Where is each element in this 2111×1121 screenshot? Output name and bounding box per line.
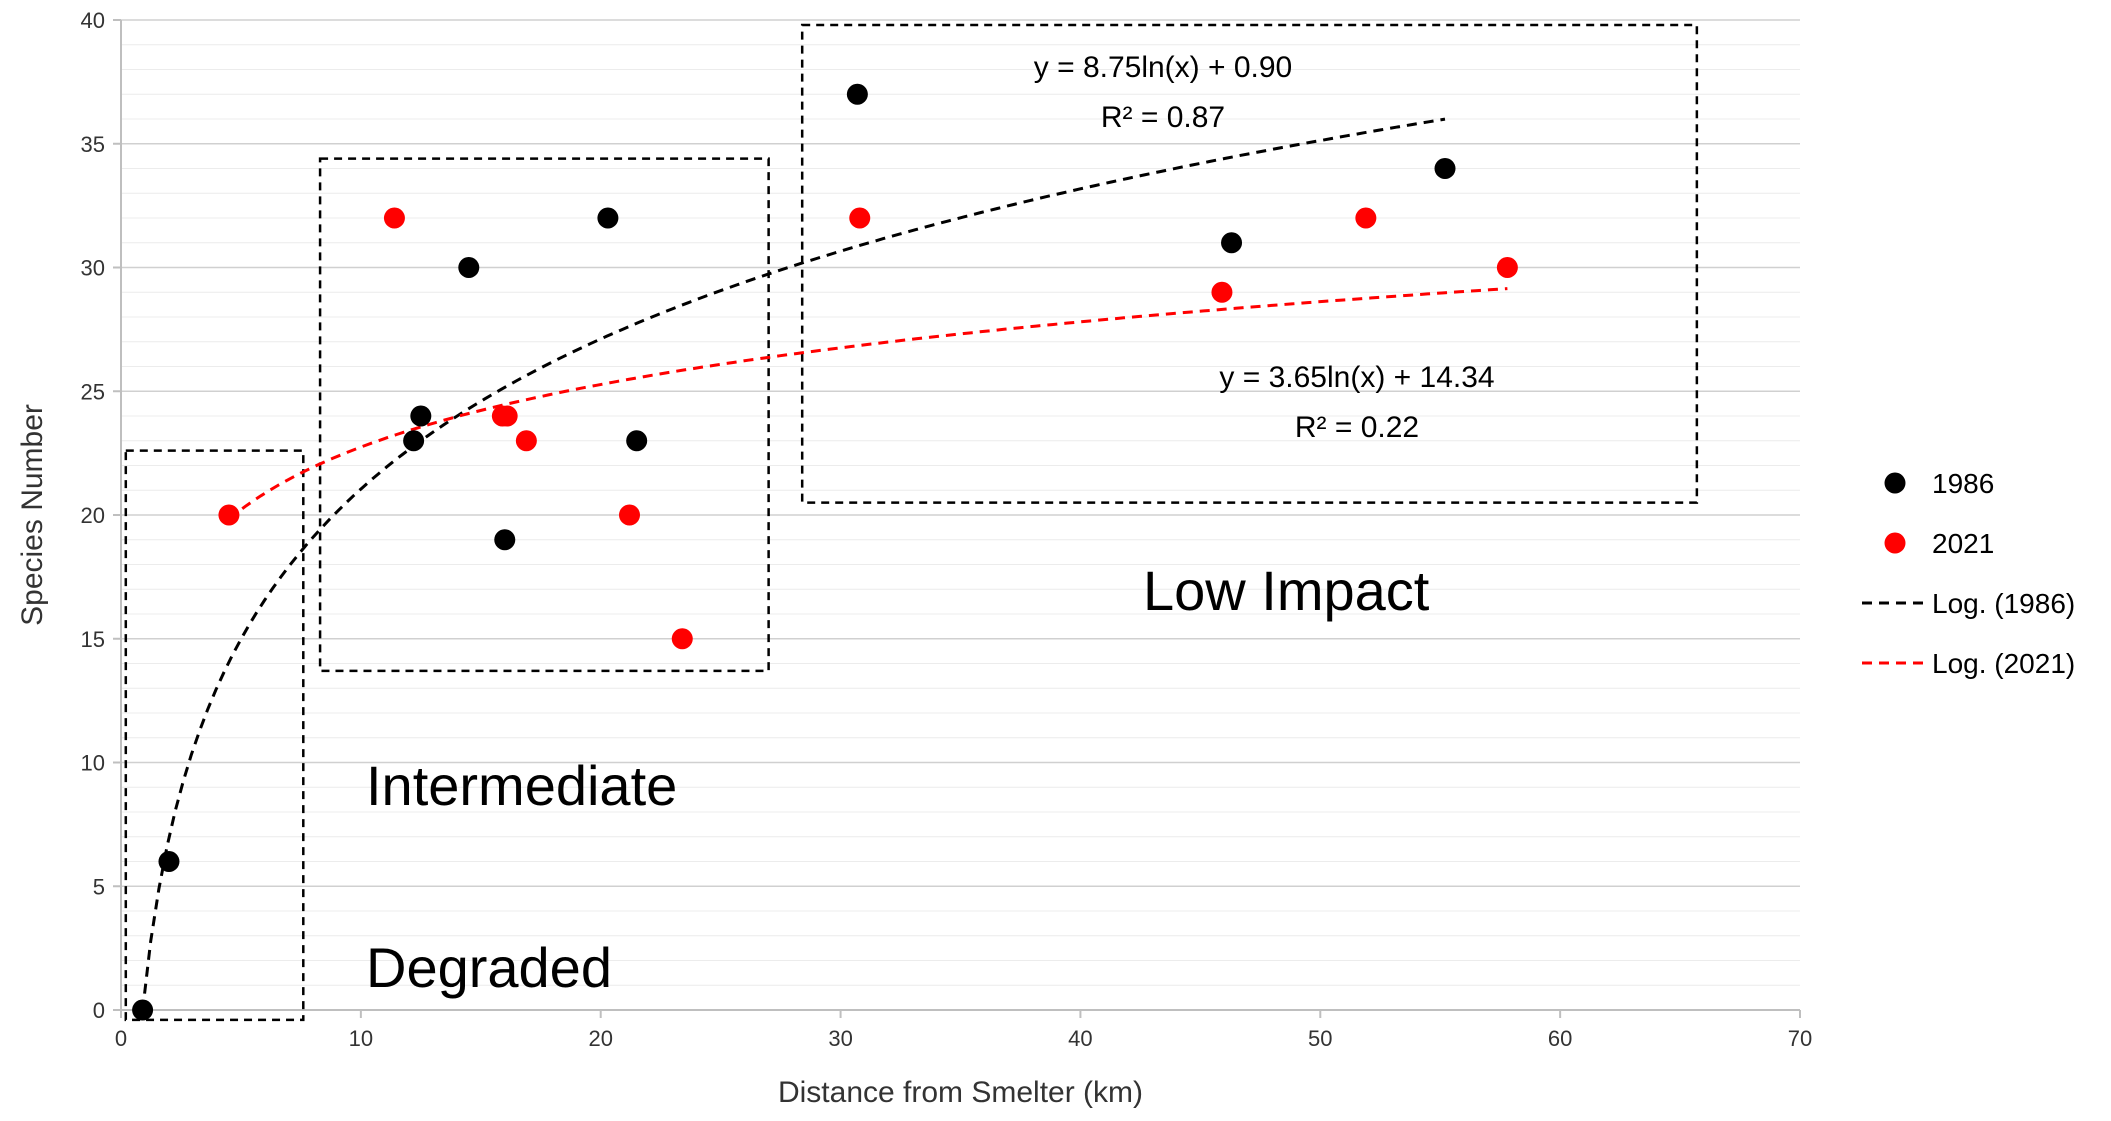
x-tick-label: 20 [588, 1026, 612, 1051]
data-point-2021 [618, 504, 640, 526]
y-tick-label: 0 [93, 998, 105, 1023]
data-point-2021 [671, 628, 693, 650]
data-point-1986 [597, 207, 619, 229]
data-point-2021 [1211, 281, 1233, 303]
zone-box [318, 157, 770, 673]
data-point-1986 [403, 430, 425, 452]
x-tick-label: 10 [349, 1026, 373, 1051]
data-point-1986 [458, 257, 480, 278]
y-tick-label: 30 [81, 256, 105, 281]
legend-marker [1884, 472, 1906, 494]
x-tick-label: 60 [1548, 1026, 1572, 1051]
trendline [141, 117, 1446, 1011]
data-point-1986 [132, 999, 154, 1021]
zone-label: Degraded [366, 936, 612, 999]
x-tick-label: 0 [115, 1026, 127, 1051]
y-tick-label: 25 [81, 379, 105, 404]
data-points [132, 83, 1518, 1021]
data-point-2021 [1496, 257, 1518, 278]
legend-label: Log. (1986) [1932, 588, 2075, 619]
zone-label: Intermediate [366, 754, 677, 817]
x-tick-label: 30 [828, 1026, 852, 1051]
legend: 1986 2021 Log. (1986) Log. (2021) [1862, 468, 2075, 679]
data-point-1986 [158, 851, 180, 872]
x-tick-label: 40 [1068, 1026, 1092, 1051]
data-point-2021 [383, 207, 405, 229]
y-tick-label: 20 [81, 503, 105, 528]
data-point-1986 [626, 430, 648, 452]
x-axis-title: Distance from Smelter (km) [778, 1076, 1143, 1109]
y-tick-label: 35 [81, 132, 105, 157]
annotations: Degraded Intermediate Low Impact y = 8.75ln… [366, 51, 1495, 999]
data-point-1986 [494, 529, 516, 551]
x-tick-label: 50 [1308, 1026, 1332, 1051]
data-point-1986 [1221, 232, 1243, 254]
y-tick-label: 15 [81, 627, 105, 652]
gridlines [121, 19, 1800, 986]
y-tick-label: 10 [81, 751, 105, 776]
y-axis-title: Species Number [16, 404, 49, 626]
data-point-2021 [218, 504, 240, 526]
data-point-2021 [849, 207, 871, 229]
data-point-2021 [496, 405, 518, 427]
data-point-2021 [515, 430, 537, 452]
legend-marker [1884, 532, 1906, 554]
zone-box [124, 449, 305, 1022]
zone-label: Low Impact [1143, 559, 1430, 622]
trendline-equation: y = 8.75ln(x) + 0.90 [1034, 51, 1293, 84]
data-point-2021 [1355, 207, 1377, 229]
data-point-1986 [1434, 158, 1456, 179]
legend-label: 2021 [1932, 528, 1994, 559]
x-tick-label: 70 [1788, 1026, 1812, 1051]
y-tick-label: 5 [93, 874, 105, 899]
zone-boxes [124, 23, 1699, 1022]
trendline-r-squared: R² = 0.87 [1101, 101, 1225, 134]
zone-box [800, 23, 1699, 504]
data-point-1986 [410, 405, 432, 427]
legend-label: Log. (2021) [1932, 648, 2075, 679]
trendline-r-squared: R² = 0.22 [1295, 411, 1419, 444]
axes: 0 5 10 15 20 25 30 35 40 0 10 20 30 40 50 60 70 [81, 8, 1813, 1051]
trendline [227, 287, 1508, 521]
trendline-equation: y = 3.65ln(x) + 14.34 [1219, 361, 1494, 394]
data-point-1986 [846, 83, 868, 105]
legend-label: 1986 [1932, 468, 1994, 499]
trendlines [141, 117, 1508, 1011]
y-tick-label: 40 [81, 8, 105, 33]
